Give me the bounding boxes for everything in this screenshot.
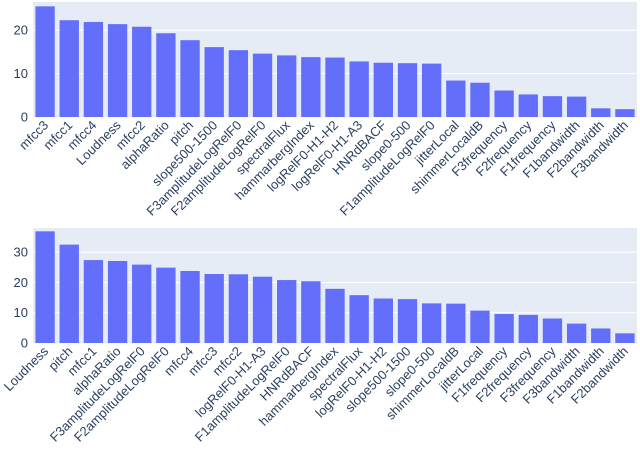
- bar[interactable]: [421, 303, 442, 343]
- bar[interactable]: [228, 50, 249, 117]
- bar[interactable]: [373, 62, 393, 117]
- bar[interactable]: [132, 26, 152, 118]
- bar[interactable]: [518, 94, 538, 117]
- bar[interactable]: [566, 96, 587, 117]
- bar[interactable]: [59, 20, 79, 118]
- bar[interactable]: [277, 55, 297, 117]
- bar[interactable]: [615, 109, 635, 117]
- bar[interactable]: [542, 96, 563, 117]
- x-tick-label: Loudness: [1, 343, 52, 394]
- bar[interactable]: [373, 298, 393, 343]
- bar[interactable]: [542, 318, 563, 343]
- bar[interactable]: [446, 80, 466, 117]
- bar[interactable]: [277, 280, 297, 343]
- bar[interactable]: [494, 90, 514, 117]
- chart-bottom: 0102030Loudnesspitchmfcc1alphaRatioF3amp…: [1, 228, 637, 445]
- bar[interactable]: [156, 33, 176, 117]
- y-tick-label: 20: [14, 23, 28, 38]
- bar[interactable]: [83, 260, 104, 343]
- bar[interactable]: [83, 21, 104, 117]
- bar[interactable]: [397, 63, 418, 117]
- chart-top: 01020mfcc3mfcc1mfcc4Loudnessmfcc2alphaRa…: [14, 2, 637, 219]
- bar[interactable]: [349, 295, 369, 343]
- bar[interactable]: [349, 61, 369, 117]
- bar[interactable]: [204, 274, 224, 343]
- bar[interactable]: [325, 288, 345, 343]
- y-tick-label: 30: [14, 245, 28, 260]
- bar[interactable]: [470, 82, 490, 117]
- bar[interactable]: [35, 6, 55, 118]
- bar[interactable]: [107, 24, 128, 118]
- bar[interactable]: [132, 264, 152, 343]
- bar[interactable]: [591, 108, 611, 117]
- bar[interactable]: [446, 303, 466, 343]
- bar[interactable]: [518, 314, 538, 343]
- bar[interactable]: [252, 276, 273, 343]
- bar[interactable]: [156, 267, 176, 343]
- y-tick-label: 0: [21, 336, 28, 351]
- bar[interactable]: [180, 270, 200, 343]
- bar[interactable]: [107, 260, 128, 343]
- bar[interactable]: [591, 328, 611, 343]
- y-tick-label: 20: [14, 275, 28, 290]
- bar[interactable]: [301, 57, 321, 117]
- bar[interactable]: [35, 231, 55, 343]
- bar[interactable]: [421, 63, 442, 117]
- bar[interactable]: [566, 323, 587, 343]
- bar[interactable]: [397, 299, 418, 343]
- bar[interactable]: [325, 57, 345, 117]
- bar[interactable]: [59, 244, 79, 343]
- y-tick-label: 10: [14, 66, 28, 81]
- bar[interactable]: [470, 310, 490, 343]
- bar[interactable]: [494, 313, 514, 343]
- y-tick-label: 10: [14, 305, 28, 320]
- bar[interactable]: [615, 333, 635, 343]
- bar[interactable]: [228, 274, 249, 343]
- bar[interactable]: [301, 281, 321, 343]
- y-tick-label: 0: [21, 110, 28, 125]
- bar[interactable]: [204, 47, 224, 117]
- bar[interactable]: [252, 53, 273, 117]
- bar[interactable]: [180, 40, 200, 117]
